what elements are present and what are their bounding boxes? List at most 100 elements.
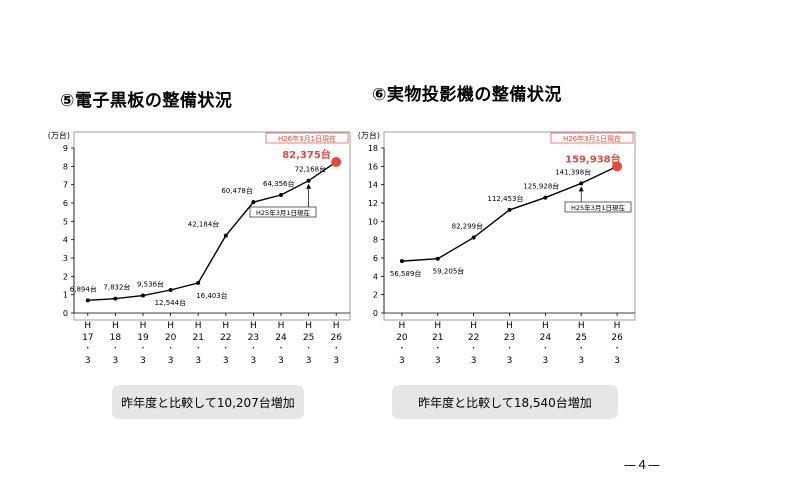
y-tick-label: 3 [63,254,68,263]
data-point [543,195,548,200]
data-label: 6,894台 [70,284,97,293]
data-point [306,178,311,183]
x-tick-label-3: H 22・ 3 [468,321,479,366]
x-tick-label-1: H 17・ 3 [82,321,93,366]
data-label: 82,299台 [452,222,484,231]
x-tick-label-part: H [399,321,406,331]
x-tick-label-part: 23 [248,333,259,343]
x-tick-label-part: 20 [165,333,177,343]
y-unit-label: (万台) [48,130,70,140]
x-tick-label-part: ・ [195,344,202,352]
y-tick-label: 1 [63,291,68,300]
x-tick-label-part: 24 [275,333,287,343]
data-label: 12,544台 [155,298,187,307]
x-tick-label-part: 3 [435,356,441,366]
annotation-box [564,201,632,213]
x-tick-label-part: ・ [167,344,174,352]
x-tick-label-part: ・ [250,344,257,352]
x-tick-label-part: H [84,321,91,331]
y-tick-label: 10 [368,217,378,226]
x-tick-label-part: ・ [222,344,229,352]
x-tick-label-part: H [222,321,229,331]
x-tick-label-part: H [195,321,202,331]
x-tick-label-part: 3 [471,356,477,366]
y-tick-label: 4 [63,236,68,245]
data-point [223,233,228,238]
x-tick-label-part: ・ [614,344,621,352]
x-tick-label-part: 25 [303,333,314,343]
data-label: 59,205台 [433,267,465,276]
data-label: 112,453台 [488,194,524,203]
x-tick-label-4: H 23・ 3 [504,321,515,366]
x-tick-label-part: H [470,321,477,331]
y-tick-label: 0 [63,309,68,318]
x-tick-label-part: 25 [575,333,586,343]
x-tick-label-part: ・ [398,344,405,352]
x-tick-label-5: H 21・ 3 [192,321,203,366]
data-label: 16,403台 [196,291,228,300]
data-point [113,296,118,301]
x-tick-label-1: H 20・ 3 [396,321,408,366]
x-tick-label-part: 18 [110,333,122,343]
chart-2-summary: 昨年度と比較して18,540台増加 [392,385,618,419]
x-tick-label-4: H 20・ 3 [165,321,177,366]
x-tick-label-part: ・ [278,344,285,352]
chart-1-summary: 昨年度と比較して10,207台増加 [112,385,304,419]
data-point [279,193,283,198]
x-tick-label-part: 3 [85,356,91,366]
x-tick-label-part: H [434,321,441,331]
x-tick-label-part: 20 [396,333,408,343]
data-point [196,280,201,285]
x-tick-label-part: 3 [278,356,284,366]
y-tick-label: 9 [63,144,68,153]
x-tick-label-part: ・ [434,344,441,352]
x-tick-label-part: H [250,321,257,331]
x-tick-label-part: 3 [223,356,229,366]
x-tick-label-3: H 19・ 3 [137,321,149,366]
x-tick-label-2: H 18・ 3 [110,321,122,366]
x-tick-label-part: H [506,321,513,331]
x-tick-label-part: ・ [470,344,477,352]
chart-2-heading: ⑥実物投影機の整備状況 [372,85,562,105]
data-label: 159,938台 [565,152,621,165]
y-tick-label: 12 [368,199,378,208]
x-tick-label-7: H 23・ 3 [248,321,259,366]
x-tick-label-part: H [333,321,340,331]
data-label: 7,832台 [103,283,130,292]
x-tick-label-8: H 24・ 3 [275,321,287,366]
y-tick-label: 2 [373,291,378,300]
x-tick-label-part: 3 [578,356,584,366]
x-tick-label-part: ・ [305,344,312,352]
data-label: 72,168台 [295,165,327,174]
y-tick-label: 18 [368,144,378,153]
y-tick-label: 6 [373,254,378,263]
data-label: 125,928台 [523,182,559,191]
chart-1-panel: 0 1 2 3 4 5 6 7 8 9 (万台) H26年3月1日現在 H 17 ・ 3 H 18 ・ 3 H 19 ・ 3 H… [40,128,360,378]
x-tick-label-part: 3 [333,356,339,366]
y-tick-label: 8 [373,236,378,245]
y-tick-label: 7 [63,181,68,190]
x-tick-label-part: ・ [542,344,549,352]
x-tick-label-part: 22 [220,333,231,343]
data-point [141,293,145,298]
x-tick-label-part: ・ [84,344,91,352]
y-unit-label: (万台) [358,130,380,140]
series-line [401,165,618,262]
x-tick-label-part: 3 [168,356,174,366]
y-tick-label: 2 [63,272,68,281]
x-tick-label-part: 19 [137,333,149,343]
data-label: 42,184台 [188,220,220,229]
x-tick-label-part: ・ [333,344,340,352]
x-tick-label-part: 3 [195,356,201,366]
x-tick-label-part: H [578,321,585,331]
x-tick-label-part: 3 [542,356,548,366]
data-label: 82,375台 [282,148,331,161]
annotation-box [249,206,317,218]
data-label: 60,478台 [221,186,253,195]
data-point [435,256,440,261]
data-point [168,288,173,293]
annotation-arrow-head [306,183,312,189]
x-tick-label-part: H [614,321,621,331]
